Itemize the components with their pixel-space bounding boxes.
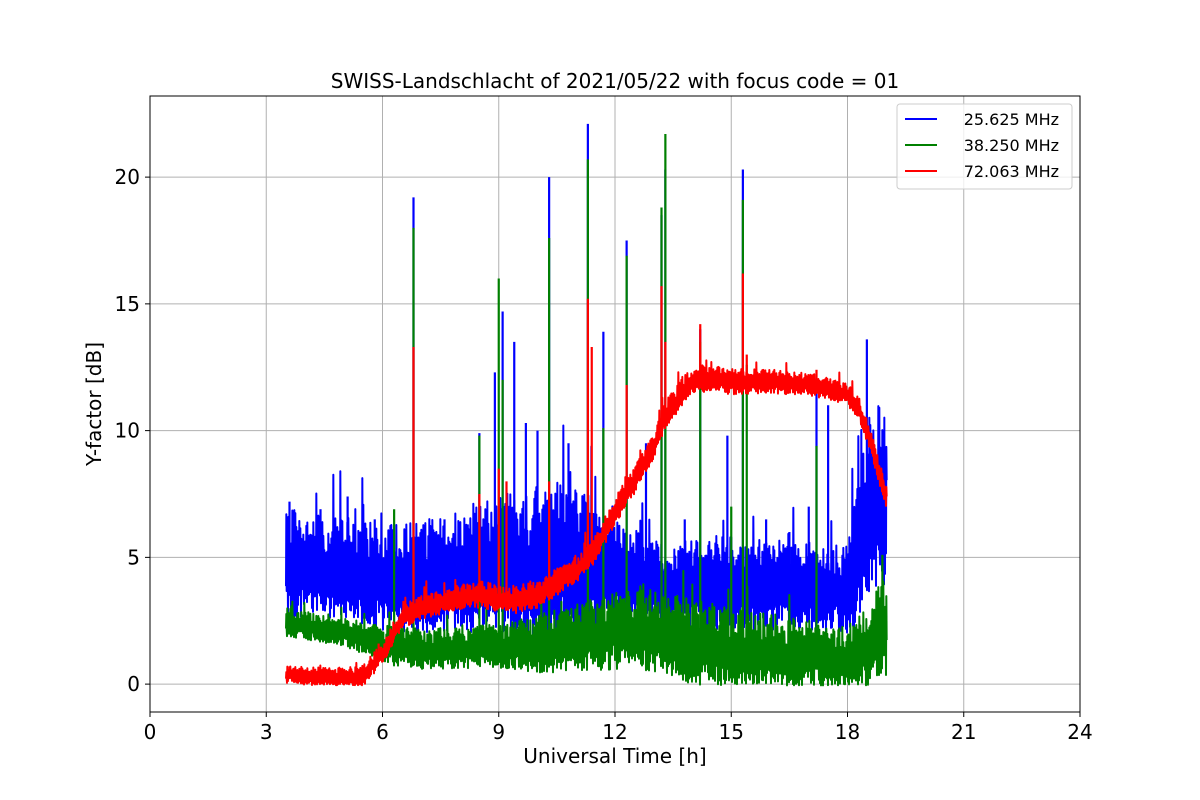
y-tick-label: 5: [127, 545, 140, 569]
y-tick-label: 0: [127, 672, 140, 696]
series-line: [285, 405, 888, 640]
legend-label: 25.625 MHz: [964, 110, 1059, 129]
x-tick-label: 12: [602, 720, 627, 744]
x-tick-label: 9: [492, 720, 505, 744]
legend: 25.625 MHz 38.250 MHz 72.063 MHz: [896, 103, 1073, 190]
x-tick-label: 24: [1067, 720, 1092, 744]
y-axis-label: Y-factor [dB]: [82, 342, 106, 467]
y-axis-ticks: 0 5 10 15 20: [115, 165, 150, 696]
series-layer: [285, 123, 888, 687]
y-tick-label: 15: [115, 292, 140, 316]
x-axis-ticks: 0 3 6 9 12 15 18 21 24: [144, 712, 1093, 744]
legend-label: 72.063 MHz: [964, 162, 1059, 181]
x-tick-label: 21: [951, 720, 976, 744]
y-tick-label: 10: [115, 419, 140, 443]
legend-box: [896, 103, 1073, 190]
series-line: [285, 351, 888, 687]
x-tick-label: 6: [376, 720, 389, 744]
x-tick-label: 0: [144, 720, 157, 744]
x-tick-label: 15: [719, 720, 744, 744]
legend-label: 38.250 MHz: [964, 136, 1059, 155]
x-tick-label: 18: [835, 720, 860, 744]
x-axis-label: Universal Time [h]: [523, 744, 706, 768]
y-tick-label: 20: [115, 165, 140, 189]
x-tick-label: 3: [260, 720, 273, 744]
chart-title: SWISS-Landschlacht of 2021/05/22 with fo…: [331, 69, 899, 93]
